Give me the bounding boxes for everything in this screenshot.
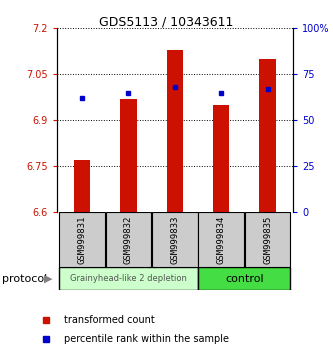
Bar	[74, 160, 90, 212]
Text: GSM999834: GSM999834	[217, 216, 226, 264]
Bar	[213, 105, 229, 212]
Text: GSM999835: GSM999835	[263, 216, 272, 264]
Text: GSM999833: GSM999833	[170, 216, 179, 264]
Text: GSM999832: GSM999832	[124, 216, 133, 264]
Text: Grainyhead-like 2 depletion: Grainyhead-like 2 depletion	[70, 274, 187, 283]
Bar	[245, 212, 290, 267]
Bar	[59, 267, 197, 290]
Text: GDS5113 / 10343611: GDS5113 / 10343611	[99, 16, 234, 29]
Text: control: control	[225, 274, 264, 284]
Text: protocol: protocol	[2, 274, 47, 284]
Text: GSM999831: GSM999831	[78, 216, 87, 264]
Bar	[167, 50, 183, 212]
Bar	[152, 212, 197, 267]
Text: percentile rank within the sample: percentile rank within the sample	[64, 334, 229, 344]
Bar	[106, 212, 151, 267]
Bar	[59, 212, 105, 267]
Text: ▶: ▶	[44, 274, 53, 284]
Text: transformed count: transformed count	[64, 315, 155, 325]
Bar	[259, 59, 276, 212]
Bar	[198, 267, 290, 290]
Bar	[198, 212, 244, 267]
Bar	[120, 99, 137, 212]
